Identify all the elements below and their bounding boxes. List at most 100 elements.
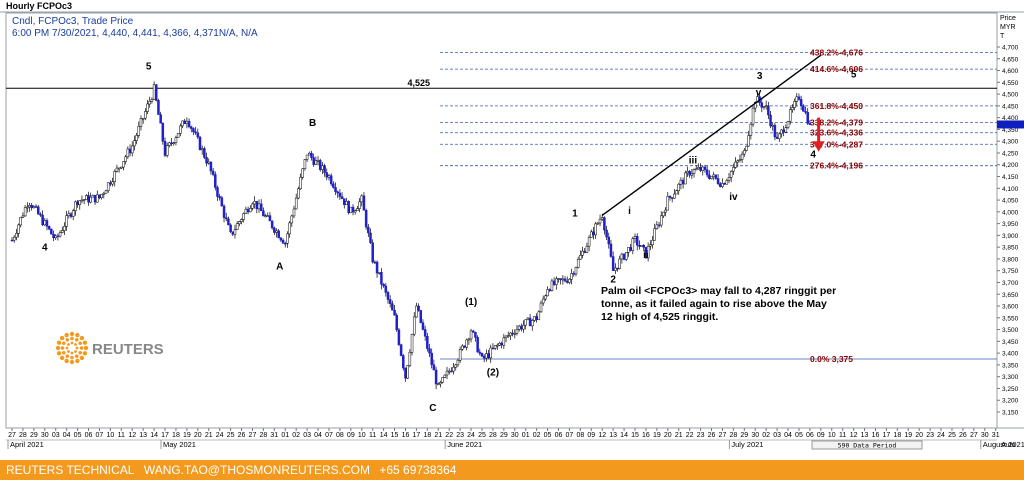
candle-down	[198, 136, 202, 151]
candle-up	[91, 195, 95, 198]
x-tick-label: 18	[172, 432, 180, 439]
candle-down	[434, 369, 438, 385]
candle-up	[596, 222, 600, 225]
y-tick-label: 4,400	[1002, 115, 1019, 122]
wave-label: (1)	[465, 297, 477, 308]
logo-dot	[64, 332, 69, 338]
fib-level-label: 361.8%-4,450	[810, 101, 863, 111]
candle-up	[506, 335, 510, 337]
candle-up	[546, 289, 549, 297]
candle-up	[297, 188, 300, 199]
y-tick-label: 3,850	[1002, 245, 1019, 252]
candle-up	[526, 317, 530, 320]
logo-dot	[78, 341, 83, 346]
candle-down	[716, 178, 720, 185]
logo-dot	[69, 359, 75, 365]
candle-up	[80, 199, 84, 202]
x-tick-label: 05	[74, 432, 82, 439]
candle-up	[168, 142, 171, 146]
candle-up	[734, 161, 737, 168]
candle-up	[561, 278, 565, 281]
candle-down	[474, 331, 477, 338]
candle-down	[417, 305, 420, 311]
candle-up	[148, 100, 151, 105]
x-tick-label: 03	[52, 432, 60, 439]
candle-down	[246, 208, 250, 213]
candle-down	[347, 201, 350, 214]
wave-label: 4	[810, 150, 816, 161]
candle-up	[207, 161, 210, 164]
candle-up	[749, 123, 753, 136]
x-tick-label: 17	[161, 432, 169, 439]
candle-down	[190, 126, 193, 129]
candle-up	[533, 316, 536, 321]
candle-down	[657, 224, 661, 227]
candle-up	[242, 213, 245, 220]
candle-down	[552, 280, 556, 285]
candle-up	[146, 103, 149, 112]
logo-dot	[60, 346, 65, 350]
y-tick-label: 4,700	[1002, 45, 1019, 52]
candle-down	[161, 122, 165, 142]
candle-up	[465, 339, 468, 348]
price-axis-header: T	[1000, 33, 1005, 40]
candle-up	[308, 152, 311, 156]
candle-down	[708, 174, 711, 179]
candle-up	[150, 99, 154, 102]
candle-down	[404, 367, 407, 379]
wave-label: iv	[729, 192, 738, 203]
candle-down	[432, 364, 436, 371]
candle-up	[264, 215, 267, 218]
y-tick-label: 3,900	[1002, 233, 1019, 240]
x-tick-label: 25	[948, 432, 956, 439]
candle-up	[126, 148, 130, 158]
candle-up	[290, 215, 294, 224]
candle-up	[174, 137, 178, 143]
candle-down	[535, 316, 538, 321]
x-tick-label: 05	[795, 432, 803, 439]
candle-down	[511, 332, 514, 335]
candle-up	[694, 168, 698, 171]
candle-up	[727, 177, 731, 181]
x-tick-label: 23	[456, 432, 464, 439]
candle-up	[740, 153, 744, 160]
x-tick-label: 30	[981, 432, 989, 439]
candle-up	[485, 353, 488, 359]
candle-down	[318, 160, 322, 170]
candle-up	[531, 320, 534, 327]
candle-down	[642, 245, 646, 248]
candle-down	[428, 348, 431, 354]
candle-up	[522, 324, 525, 330]
fib-level-label: 438.2%-4,676	[810, 48, 863, 58]
candle-down	[334, 187, 337, 193]
candle-down	[268, 215, 272, 222]
candle-up	[137, 125, 141, 136]
logo-dot	[67, 343, 70, 346]
candle-up	[104, 190, 108, 194]
x-tick-label: 19	[183, 432, 191, 439]
candle-down	[670, 197, 674, 199]
candle-down	[500, 342, 503, 346]
candle-up	[515, 329, 519, 334]
candle-down	[329, 175, 333, 185]
candle-up	[130, 145, 134, 154]
candle-down	[769, 114, 772, 127]
month-label: July 2021	[731, 440, 763, 449]
wave-label: B	[309, 118, 316, 129]
candle-up	[21, 215, 25, 218]
candle-up	[701, 166, 705, 171]
candle-up	[358, 201, 361, 209]
candle-down	[277, 230, 280, 239]
candle-up	[539, 302, 543, 313]
candle-up	[576, 259, 580, 268]
candle-up	[614, 267, 617, 271]
logo-dot	[79, 335, 85, 341]
candle-down	[323, 165, 326, 173]
candle-up	[135, 135, 138, 141]
candle-up	[544, 295, 547, 300]
candle-down	[170, 142, 173, 145]
candle-up	[666, 195, 670, 211]
logo-dot	[70, 341, 74, 345]
